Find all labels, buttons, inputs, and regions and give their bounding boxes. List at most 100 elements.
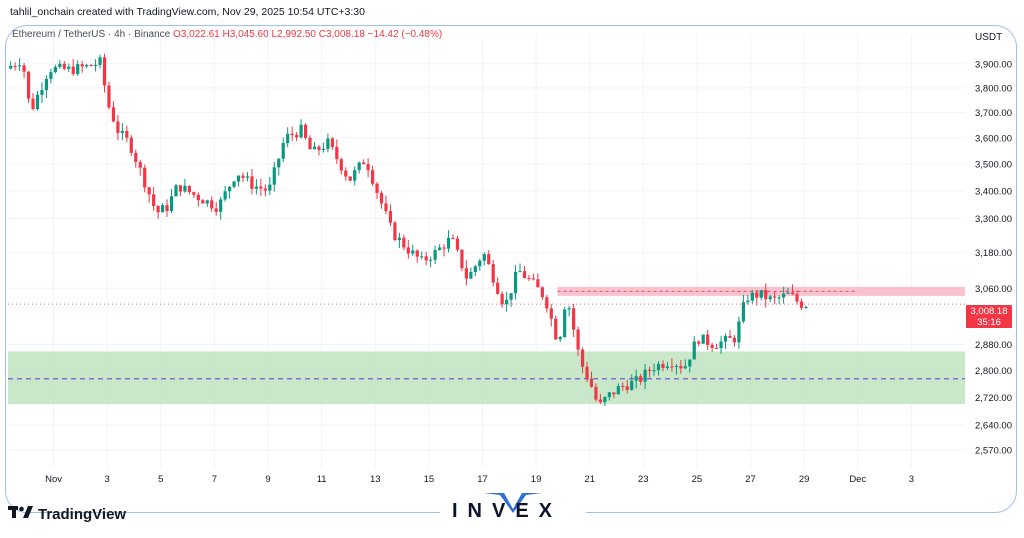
candle-body — [630, 380, 634, 390]
symbol-legend: Ethereum / TetherUS · 4h · Binance O3,02… — [12, 29, 442, 40]
candle-body — [366, 164, 370, 171]
candle-body — [362, 162, 366, 165]
x-tick-label: 11 — [317, 474, 327, 485]
candle-body — [522, 271, 527, 278]
candle-body — [741, 302, 745, 322]
x-tick-label: 25 — [692, 474, 703, 485]
candle-body — [728, 335, 732, 338]
candle-body — [634, 376, 638, 381]
candle-body — [782, 293, 786, 298]
candle-body — [723, 335, 728, 342]
candle-body — [545, 297, 549, 309]
last-price-value: 3,008.18 — [970, 306, 1008, 317]
candle-body — [80, 64, 84, 67]
candle-body — [187, 185, 191, 193]
candle-body — [799, 301, 804, 308]
x-tick-label: 15 — [424, 474, 435, 485]
candle-body — [487, 254, 491, 265]
candle-body — [40, 90, 44, 95]
candle-body — [500, 293, 504, 305]
ohlc-close: C3,008.18 — [318, 29, 365, 40]
candle-body — [281, 142, 285, 159]
candle-body — [169, 196, 174, 212]
candle-body — [598, 399, 603, 403]
candle-body — [89, 64, 93, 67]
candle-body — [31, 98, 35, 110]
candle-body — [612, 392, 616, 395]
x-tick-label: 29 — [799, 474, 810, 485]
candle-body — [750, 292, 754, 301]
candle-body — [299, 124, 303, 138]
candle-body — [254, 186, 259, 189]
candle-body — [384, 203, 388, 212]
candle-body — [585, 366, 589, 379]
candle-body — [777, 297, 781, 299]
x-tick-label: 9 — [265, 474, 270, 485]
candle-body — [549, 308, 553, 319]
x-tick-label: 3 — [909, 474, 914, 485]
candle-body — [402, 237, 406, 248]
currency-label: USDT — [975, 32, 1003, 43]
x-tick-label: 27 — [745, 474, 756, 485]
candle-body — [120, 130, 124, 133]
candle-body — [326, 138, 330, 149]
candle-body — [250, 176, 254, 189]
candle-body — [746, 300, 750, 303]
candle-body — [9, 66, 13, 69]
candle-body — [339, 159, 343, 171]
y-tick-label: 3,500.00 — [975, 159, 1012, 170]
candle-body — [62, 63, 66, 69]
y-tick-label: 3,300.00 — [975, 214, 1012, 225]
candle-body — [379, 192, 384, 204]
candle-body — [692, 341, 696, 360]
candle-body — [527, 277, 531, 279]
candle-body — [317, 146, 321, 151]
candle-body — [518, 271, 522, 273]
candle-body — [53, 66, 57, 73]
candle-body — [719, 341, 723, 349]
candle-body — [509, 293, 513, 300]
candle-body — [415, 250, 419, 257]
tradingview-logo[interactable]: TradingView — [8, 504, 126, 524]
candle-body — [160, 205, 165, 213]
candle-body — [125, 130, 129, 138]
candle-body — [491, 264, 495, 283]
candle-body — [290, 133, 294, 136]
candle-body — [455, 238, 460, 250]
candle-body — [683, 366, 687, 369]
candle-body — [688, 359, 692, 367]
candle-body — [536, 279, 540, 288]
candle-body — [18, 65, 22, 67]
y-tick-label: 3,800.00 — [975, 83, 1012, 94]
candle-body — [76, 64, 80, 74]
candle-body — [576, 329, 580, 350]
candle-body — [732, 337, 737, 343]
candle-body — [406, 247, 410, 254]
candle-body — [107, 85, 111, 108]
candle-body — [697, 341, 701, 344]
symbol-name: Ethereum / TetherUS · 4h · Binance — [12, 29, 171, 40]
candle-body — [616, 386, 620, 395]
ohlc-open: O3,022.61 — [173, 29, 220, 40]
candle-body — [674, 366, 678, 368]
tradingview-wordmark: TradingView — [38, 505, 127, 523]
candle-body — [165, 205, 169, 212]
candle-body — [625, 386, 629, 390]
candle-body — [44, 78, 49, 91]
y-tick-label: 3,900.00 — [975, 59, 1012, 70]
candle-body — [540, 287, 544, 298]
x-tick-label: Dec — [849, 474, 866, 485]
candle-body — [192, 192, 196, 195]
candle-body — [85, 64, 89, 67]
candle-body — [755, 292, 759, 298]
y-tick-label: 2,720.00 — [975, 393, 1012, 404]
candle-body — [621, 386, 625, 388]
candle-body — [134, 152, 138, 163]
last-price-tag: 3,008.18 35:16 — [966, 305, 1012, 328]
brand-v-icon — [484, 493, 542, 513]
candle-body — [272, 167, 276, 185]
x-tick-label: 21 — [584, 474, 595, 485]
candle-body — [210, 200, 214, 209]
candle-body — [661, 363, 665, 368]
